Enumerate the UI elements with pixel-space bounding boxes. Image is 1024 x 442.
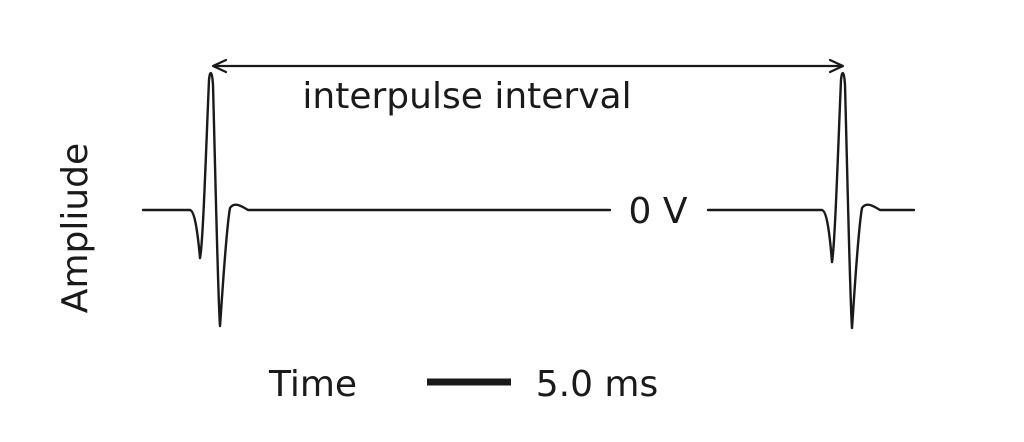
zero-volt-label: 0 V xyxy=(629,191,688,232)
scale-bar-label: 5.0 ms xyxy=(536,364,659,405)
interval-label: interpulse interval xyxy=(302,76,631,117)
spike-left xyxy=(188,71,612,328)
interval-arrow-right-head xyxy=(828,58,845,74)
y-axis-label: Ampliude xyxy=(55,143,96,313)
interval-arrow-left-head xyxy=(211,58,228,74)
x-axis-label: Time xyxy=(268,364,357,405)
baseline-right xyxy=(706,71,916,330)
